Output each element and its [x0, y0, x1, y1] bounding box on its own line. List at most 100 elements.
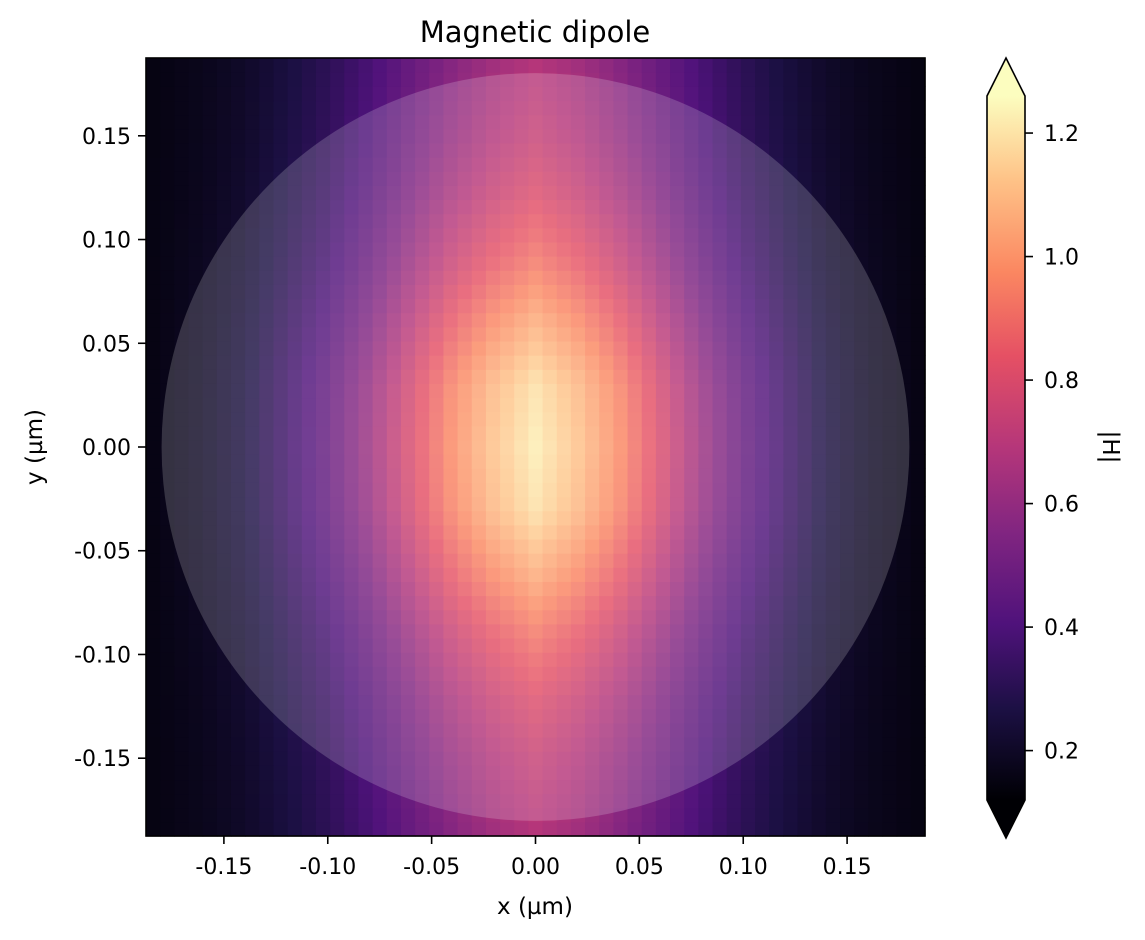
heatmap-cell: [868, 241, 884, 257]
heatmap-cell: [330, 652, 345, 667]
heatmap-cell: [655, 722, 671, 738]
heatmap-cell: [301, 538, 317, 554]
heatmap-cell: [670, 298, 685, 314]
heatmap-cell: [627, 524, 643, 540]
heatmap-cell: [400, 722, 416, 738]
heatmap-cell: [287, 482, 303, 498]
heatmap-cell: [160, 680, 175, 696]
heatmap-cell: [556, 256, 572, 271]
heatmap-cell: [684, 666, 699, 681]
heatmap-cell: [358, 567, 374, 582]
heatmap-cell: [400, 86, 416, 102]
heatmap-cell: [641, 524, 657, 540]
heatmap-cell: [825, 171, 841, 186]
heatmap-cell: [372, 425, 388, 441]
heatmap-cell: [641, 595, 657, 611]
heatmap-cell: [726, 637, 742, 653]
heatmap-cell: [146, 482, 161, 498]
heatmap-cell: [500, 609, 515, 625]
heatmap-cell: [755, 666, 770, 681]
heatmap-cell: [755, 652, 770, 667]
heatmap-cell: [344, 609, 360, 625]
heatmap-cell: [245, 213, 260, 229]
heatmap-cell: [230, 425, 246, 441]
heatmap-cell: [910, 538, 926, 554]
heatmap-cell: [485, 284, 501, 300]
heatmap-cell: [443, 185, 459, 201]
heatmap-cell: [443, 114, 459, 130]
heatmap-cell: [599, 680, 614, 696]
heatmap-cell: [259, 595, 275, 611]
heatmap-cell: [415, 666, 430, 681]
heatmap-cell: [726, 538, 742, 554]
heatmap-cell: [287, 142, 303, 158]
heatmap-cell: [457, 793, 473, 809]
heatmap-cell: [599, 383, 614, 399]
heatmap-cell: [429, 128, 445, 144]
heatmap-cell: [684, 439, 699, 455]
heatmap-cell: [216, 751, 232, 766]
heatmap-cell: [655, 637, 671, 653]
heatmap-cell: [174, 482, 190, 498]
heatmap-cell: [372, 185, 388, 201]
heatmap-cell: [174, 58, 190, 73]
heatmap-cell: [415, 581, 430, 597]
heatmap-cell: [330, 567, 345, 582]
heatmap-cell: [330, 185, 345, 201]
heatmap-cell: [726, 199, 742, 215]
heatmap-cell: [585, 185, 600, 201]
heatmap-cell: [641, 171, 657, 186]
heatmap-cell: [599, 722, 614, 738]
heatmap-cell: [429, 510, 445, 526]
heatmap-cell: [670, 227, 685, 243]
heatmap-cell: [698, 538, 714, 554]
heatmap-cell: [896, 185, 912, 201]
heatmap-cell: [712, 553, 728, 568]
heatmap-cell: [330, 142, 345, 158]
heatmap-cell: [429, 185, 445, 201]
heatmap-cell: [627, 284, 643, 300]
heatmap-cell: [542, 171, 558, 186]
heatmap-cell: [896, 652, 912, 667]
heatmap-cell: [514, 72, 530, 87]
heatmap-cell: [245, 708, 260, 724]
heatmap-cell: [684, 496, 699, 512]
heatmap-cell: [868, 652, 884, 667]
heatmap-cell: [344, 58, 360, 73]
heatmap-cell: [174, 708, 190, 724]
heatmap-cell: [627, 171, 643, 186]
heatmap-cell: [910, 199, 926, 215]
heatmap-cell: [797, 736, 813, 752]
heatmap-cell: [273, 510, 289, 526]
heatmap-cell: [330, 779, 345, 795]
heatmap-cell: [755, 708, 770, 724]
heatmap-cell: [287, 609, 303, 625]
heatmap-cell: [443, 496, 459, 512]
heatmap-cell: [471, 114, 487, 130]
heatmap-cell: [457, 298, 473, 314]
heatmap-cell: [613, 171, 629, 186]
heatmap-cell: [245, 411, 260, 427]
heatmap-cell: [443, 821, 459, 837]
heatmap-cell: [287, 694, 303, 710]
heatmap-cell: [358, 411, 374, 427]
heatmap-cell: [599, 496, 614, 512]
heatmap-cell: [415, 241, 430, 257]
heatmap-cell: [556, 284, 572, 300]
heatmap-cell: [641, 581, 657, 597]
heatmap-cell: [146, 355, 161, 370]
heatmap-cell: [570, 171, 586, 186]
heatmap-cell: [287, 270, 303, 285]
heatmap-cell: [599, 171, 614, 186]
heatmap-cell: [514, 765, 530, 781]
heatmap-cell: [245, 439, 260, 455]
heatmap-cell: [698, 637, 714, 653]
heatmap-cell: [202, 666, 218, 681]
heatmap-cell: [230, 623, 246, 639]
heatmap-cell: [273, 652, 289, 667]
heatmap-cell: [443, 468, 459, 483]
heatmap-cell: [868, 680, 884, 696]
heatmap-cell: [457, 72, 473, 87]
heatmap-cell: [386, 227, 402, 243]
heatmap-cell: [613, 383, 629, 399]
